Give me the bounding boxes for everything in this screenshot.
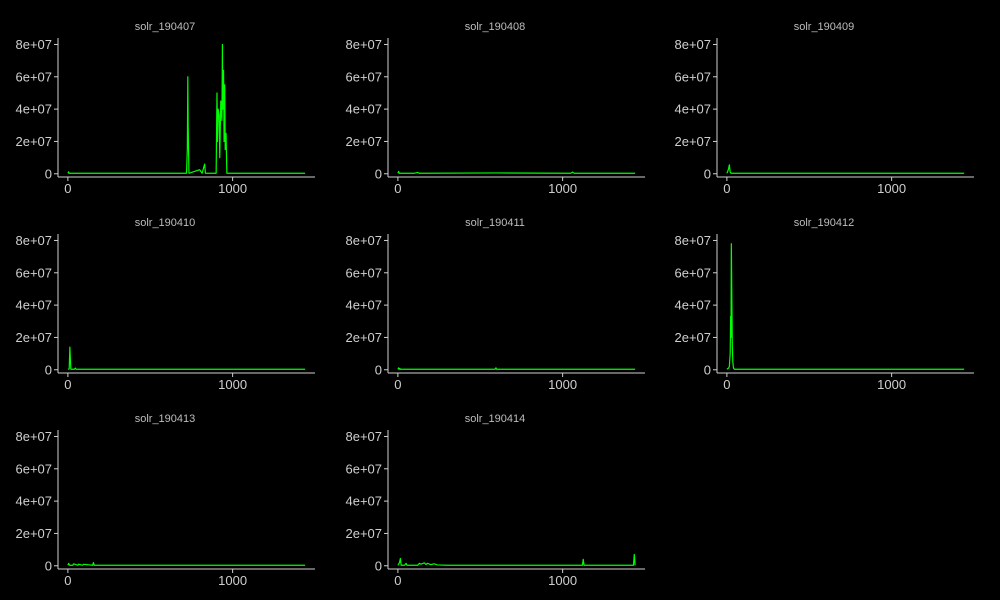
y-tick-label: 6e+07: [345, 461, 382, 476]
y-tick-label: 2e+07: [674, 330, 711, 345]
x-tick-label: 0: [723, 181, 730, 196]
chart-title: solr_190411: [465, 217, 525, 229]
y-tick-label: 2e+07: [15, 134, 52, 149]
series-line: [397, 170, 636, 174]
series-line: [726, 243, 965, 370]
series-line: [67, 561, 306, 566]
chart-title: solr_190414: [464, 413, 526, 425]
y-tick-label: 6e+07: [345, 265, 382, 280]
chart-title: solr_190409: [793, 21, 855, 33]
y-tick-label: 6e+07: [15, 461, 52, 476]
series-line: [67, 43, 306, 174]
y-tick-label: 6e+07: [674, 265, 711, 280]
x-tick-label: 0: [394, 573, 401, 588]
x-tick-label: 0: [64, 377, 71, 392]
x-tick-label: 0: [64, 181, 71, 196]
chart-svg: 0 2e+07 4e+07 6e+07 8e+07 0 1000: [345, 37, 645, 196]
y-tick-label: 6e+07: [15, 69, 52, 84]
x-tick-label: 1000: [877, 181, 906, 196]
y-tick-label: 4e+07: [15, 102, 52, 117]
y-tick-label: 0: [45, 166, 52, 181]
x-tick-label: 1000: [218, 377, 247, 392]
x-tick-label: 0: [394, 377, 401, 392]
y-tick-label: 0: [375, 558, 382, 573]
series-line: [726, 164, 965, 174]
y-tick-label: 8e+07: [15, 37, 52, 52]
x-tick-label: 1000: [218, 573, 247, 588]
chart-panel-1: solr_190407 0 2e+07 4e+07 6e+07 8e+07 0 1000: [0, 0, 330, 196]
y-tick-label: 2e+07: [345, 134, 382, 149]
chart-title: solr_190412: [793, 217, 855, 229]
y-tick-label: 0: [45, 362, 52, 377]
y-tick-label: 4e+07: [345, 494, 382, 509]
chart-svg: 0 2e+07 4e+07 6e+07 8e+07 0 1000: [674, 37, 974, 196]
y-tick-label: 8e+07: [674, 233, 711, 248]
y-tick-label: 6e+07: [15, 265, 52, 280]
y-tick-label: 4e+07: [674, 298, 711, 313]
chart-svg: 0 2e+07 4e+07 6e+07 8e+07 0 1000: [345, 429, 645, 588]
y-tick-label: 6e+07: [674, 69, 711, 84]
chart-panel-4: solr_190410 0 2e+07 4e+07 6e+07 8e+07 0 1000: [0, 196, 330, 392]
chart-title: solr_190413: [134, 413, 196, 425]
chart-panel-8: solr_190414 0 2e+07 4e+07 6e+07 8e+07 0 1000: [330, 392, 660, 588]
y-tick-label: 0: [375, 362, 382, 377]
y-tick-label: 2e+07: [345, 526, 382, 541]
y-tick-label: 2e+07: [674, 134, 711, 149]
x-tick-label: 0: [394, 181, 401, 196]
series-line: [67, 346, 306, 370]
chart-title: solr_190408: [464, 21, 526, 33]
chart-title: solr_190410: [134, 217, 196, 229]
x-tick-label: 1000: [877, 377, 906, 392]
y-tick-label: 8e+07: [345, 233, 382, 248]
y-tick-label: 8e+07: [15, 233, 52, 248]
chart-svg: 0 2e+07 4e+07 6e+07 8e+07 0 1000: [15, 37, 315, 196]
x-tick-label: 1000: [548, 573, 577, 588]
y-tick-label: 6e+07: [345, 69, 382, 84]
chart-svg: 0 2e+07 4e+07 6e+07 8e+07 0 1000: [15, 429, 315, 588]
x-tick-label: 0: [64, 573, 71, 588]
x-tick-label: 1000: [218, 181, 247, 196]
y-tick-label: 4e+07: [15, 298, 52, 313]
chart-title: solr_190407: [134, 21, 196, 33]
y-tick-label: 4e+07: [345, 298, 382, 313]
x-tick-label: 1000: [548, 181, 577, 196]
chart-svg: 0 2e+07 4e+07 6e+07 8e+07 0 1000: [345, 233, 645, 392]
y-tick-label: 0: [704, 166, 711, 181]
chart-panel-2: solr_190408 0 2e+07 4e+07 6e+07 8e+07 0 1000: [330, 0, 660, 196]
y-tick-label: 8e+07: [674, 37, 711, 52]
chart-panel-6: solr_190412 0 2e+07 4e+07 6e+07 8e+07 0 1000: [659, 196, 989, 392]
y-tick-label: 2e+07: [15, 330, 52, 345]
series-line: [397, 367, 636, 370]
chart-svg: 0 2e+07 4e+07 6e+07 8e+07 0 1000: [15, 233, 315, 392]
y-tick-label: 2e+07: [345, 330, 382, 345]
y-tick-label: 0: [704, 362, 711, 377]
y-tick-label: 8e+07: [345, 37, 382, 52]
chart-panel-5: solr_190411 0 2e+07 4e+07 6e+07 8e+07 0 1000: [330, 196, 660, 392]
y-tick-label: 0: [375, 166, 382, 181]
y-tick-label: 8e+07: [345, 429, 382, 444]
x-tick-label: 0: [723, 377, 730, 392]
y-tick-label: 4e+07: [345, 102, 382, 117]
y-tick-label: 4e+07: [674, 102, 711, 117]
chart-panel-7: solr_190413 0 2e+07 4e+07 6e+07 8e+07 0 1000: [0, 392, 330, 588]
series-line: [397, 553, 636, 566]
y-tick-label: 4e+07: [15, 494, 52, 509]
y-tick-label: 2e+07: [15, 526, 52, 541]
y-tick-label: 0: [45, 558, 52, 573]
x-tick-label: 1000: [548, 377, 577, 392]
y-tick-label: 8e+07: [15, 429, 52, 444]
chart-svg: 0 2e+07 4e+07 6e+07 8e+07 0 1000: [674, 233, 974, 392]
chart-panel-3: solr_190409 0 2e+07 4e+07 6e+07 8e+07 0 1000: [659, 0, 989, 196]
